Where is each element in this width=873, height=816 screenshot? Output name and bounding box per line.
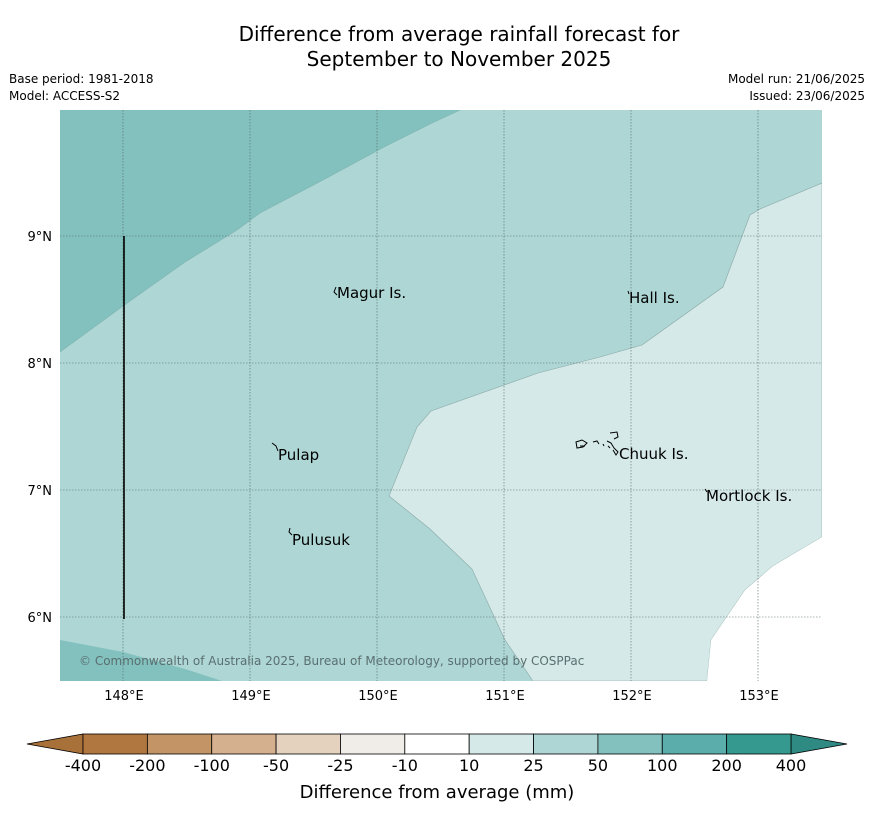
colorbar-segments [82, 733, 792, 755]
colorbar-segment [275, 733, 341, 755]
lon-tick-148: 148°E [104, 689, 144, 704]
band-50-100-north [60, 110, 460, 352]
band-10-25 [388, 182, 822, 681]
colorbar-tick-label: 200 [711, 756, 742, 775]
colorbar-tick-label: 100 [647, 756, 678, 775]
lon-tick-150: 150°E [358, 689, 398, 704]
colorbar-segment [211, 733, 277, 755]
label-pulap: Pulap [278, 446, 319, 464]
islands [271, 286, 708, 536]
colorbar-tick-label: 50 [588, 756, 608, 775]
lat-tick-9: 9°N [28, 230, 53, 245]
rainfall-map [60, 110, 822, 681]
colorbar-tick-label: -100 [194, 756, 230, 775]
colorbar: -400 -200 -100 -50 -25 -10 10 25 50 100 200 400 Dif… [26, 733, 848, 803]
lon-axis: 148°E 149°E 150°E 151°E 152°E 153°E [104, 689, 779, 704]
lat-tick-6: 6°N [28, 611, 53, 626]
colorbar-tick-label: 400 [776, 756, 807, 775]
band-50-100-south [60, 640, 222, 681]
map-title: Difference from average rainfall forecas… [0, 22, 873, 72]
model-name: Model: ACCESS-S2 [9, 89, 121, 103]
colorbar-segment [82, 733, 148, 755]
label-hall: Hall Is. [629, 289, 680, 307]
colorbar-tick-label: -10 [392, 756, 418, 775]
colorbar-segment [661, 733, 728, 755]
colorbar-segment [726, 733, 792, 755]
colorbar-tick-label: -400 [65, 756, 101, 775]
colorbar-over-arrow [790, 733, 848, 755]
lon-tick-152: 152°E [612, 689, 652, 704]
colorbar-segment [146, 733, 213, 755]
base-period: Base period: 1981-2018 [9, 72, 154, 86]
colorbar-tick-label: 10 [459, 756, 479, 775]
colorbar-segment [404, 733, 470, 755]
colorbar-under-arrow [26, 733, 84, 755]
issued-date: Issued: 23/06/2025 [749, 89, 865, 103]
island-mortlock [704, 488, 708, 493]
lat-tick-7: 7°N [28, 484, 53, 499]
meta-right: Model run: 21/06/2025 Issued: 23/06/2025 [728, 71, 865, 105]
island-pulusuk [288, 527, 293, 536]
colorbar-label: Difference from average (mm) [300, 782, 575, 803]
colorbar-tick-label: -50 [263, 756, 289, 775]
colorbar-tick-label: -25 [327, 756, 353, 775]
title-line-1: Difference from average rainfall forecas… [238, 22, 680, 46]
colorbar-tick-label: 25 [523, 756, 543, 775]
place-labels: Magur Is. Hall Is. Pulap Chuuk Is. Mortl… [278, 284, 792, 549]
meta-left: Base period: 1981-2018 Model: ACCESS-S2 [9, 71, 154, 105]
label-pulusuk: Pulusuk [292, 531, 350, 549]
colorbar-segment [533, 733, 599, 755]
colorbar-tick-label: -200 [129, 756, 165, 775]
graticule [60, 110, 822, 681]
island-hall [627, 290, 630, 295]
band-neutral [707, 537, 822, 681]
island-chuuk [575, 431, 619, 456]
model-run: Model run: 21/06/2025 [727, 72, 865, 86]
lon-tick-149: 149°E [231, 689, 271, 704]
label-chuuk: Chuuk Is. [619, 445, 688, 463]
lon-tick-153: 153°E [739, 689, 779, 704]
lat-axis: 9°N 8°N 7°N 6°N [28, 230, 53, 626]
label-magur: Magur Is. [337, 284, 406, 302]
island-pulap [271, 442, 279, 452]
title-line-2: September to November 2025 [306, 47, 612, 71]
copyright-notice: © Commonwealth of Australia 2025, Bureau… [79, 654, 584, 668]
colorbar-ticks: -400 -200 -100 -50 -25 -10 10 25 50 100 200 400 [65, 756, 806, 775]
lat-tick-8: 8°N [28, 357, 53, 372]
island-magur [333, 286, 338, 296]
label-mortlock: Mortlock Is. [706, 487, 792, 505]
contour-50 [60, 110, 461, 353]
lon-tick-151: 151°E [485, 689, 525, 704]
colorbar-segment [340, 733, 406, 755]
colorbar-segment [597, 733, 663, 755]
colorbar-segment [468, 733, 534, 755]
